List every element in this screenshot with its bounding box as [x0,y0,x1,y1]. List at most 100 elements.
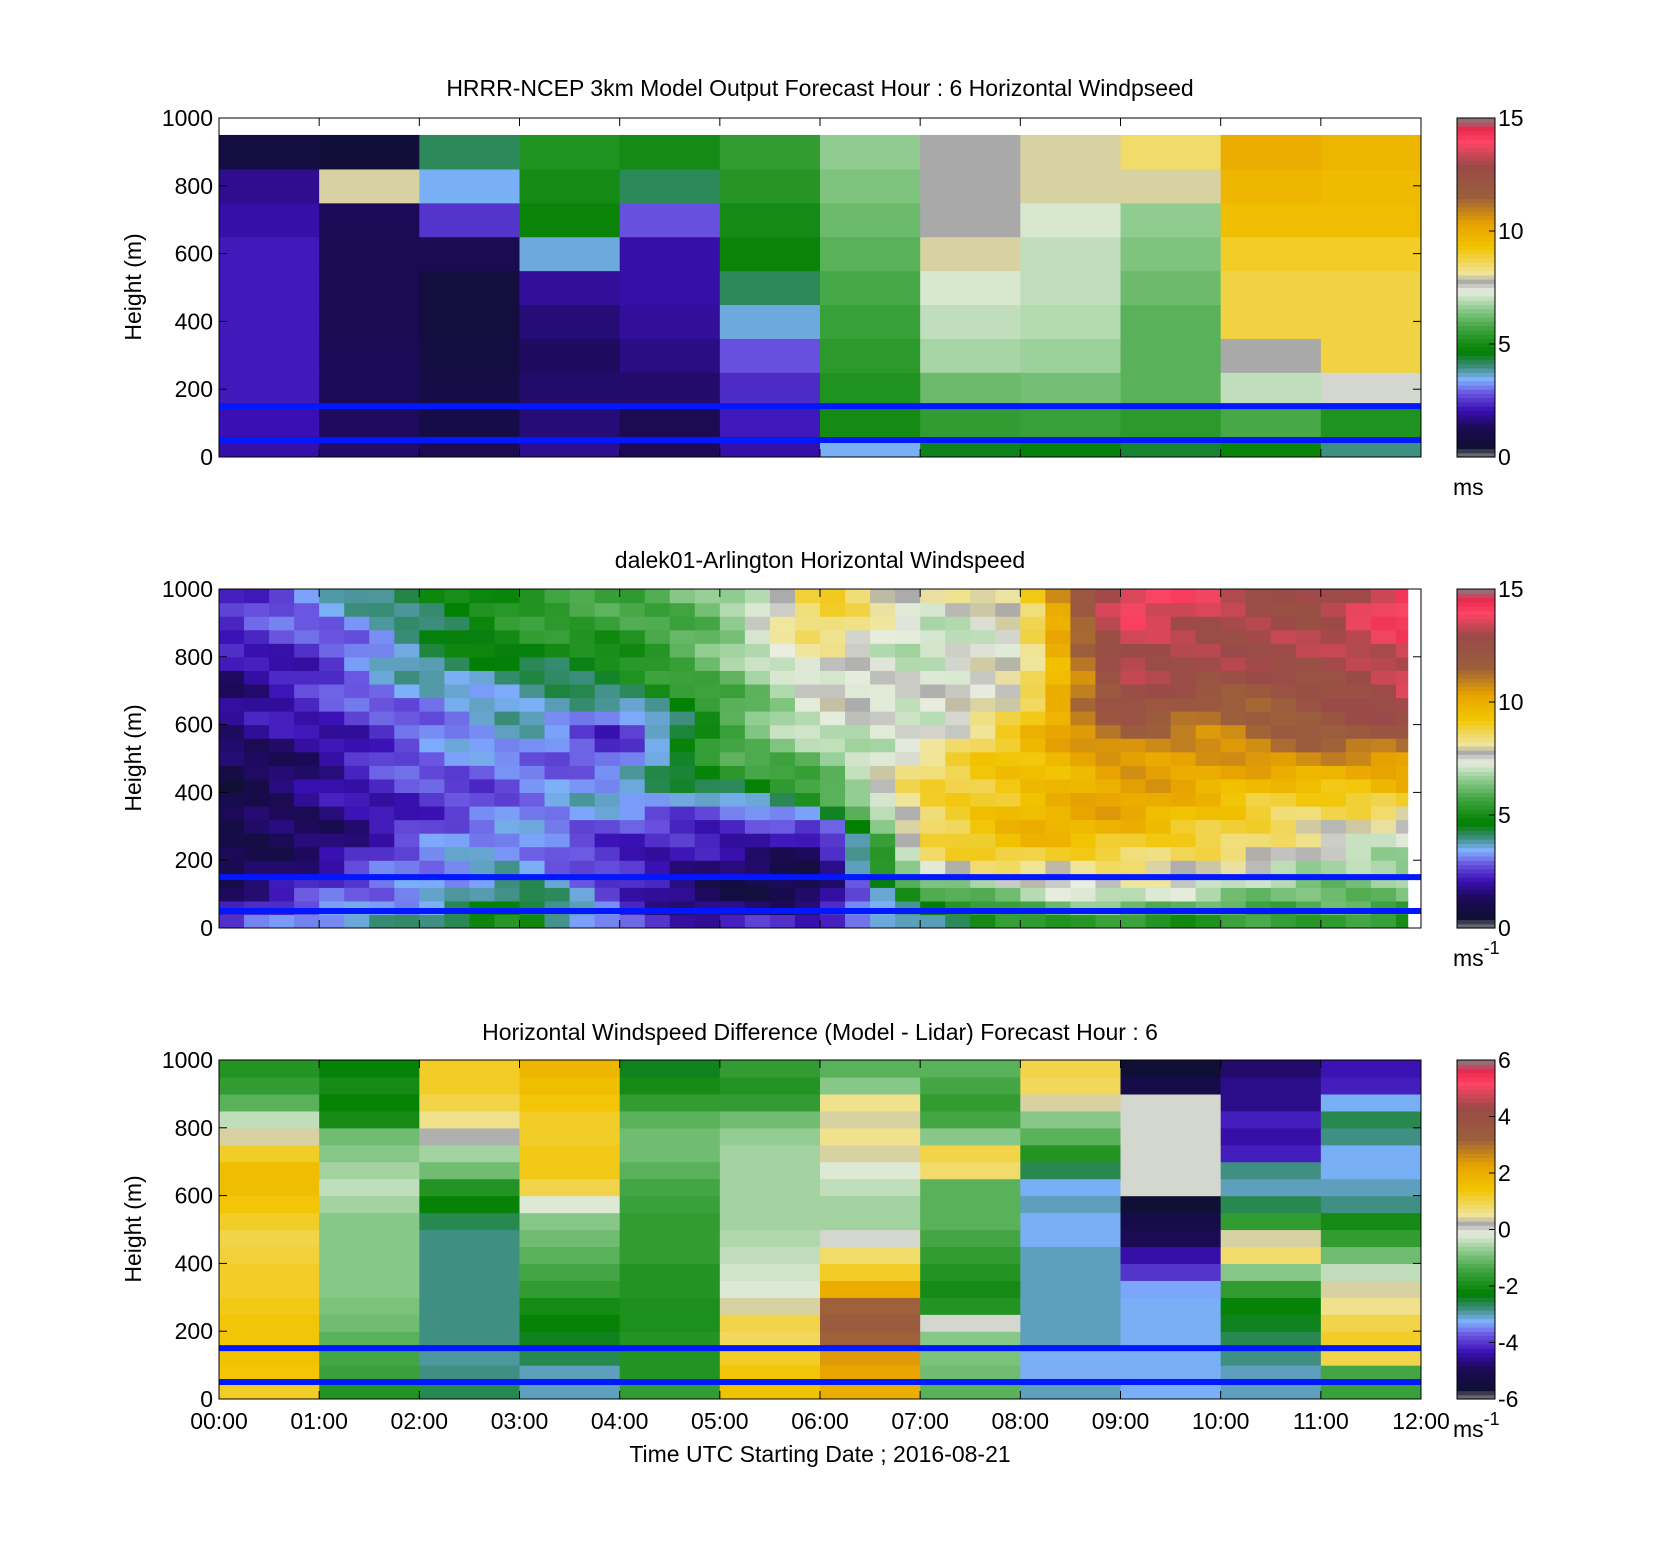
panel-model-reference-lines [219,403,1421,444]
heatmap-cell [319,1229,420,1248]
heatmap-cell [744,887,771,902]
heatmap-cell [419,270,521,306]
heatmap-cell [569,751,596,766]
heatmap-cell [1270,656,1297,671]
heatmap-cell [1220,236,1322,272]
heatmap-cell [820,629,846,644]
heatmap-cell [1170,805,1197,821]
heatmap-cell [920,683,946,699]
heatmap-cell [644,602,671,617]
heatmap-cell [244,724,270,739]
heatmap-cell [1345,643,1372,658]
heatmap-cell [845,683,871,699]
heatmap-cell [1070,778,1097,793]
heatmap-cell [1370,792,1397,807]
heatmap-cell [419,1263,521,1281]
heatmap-cell [744,819,771,834]
heatmap-cell [394,602,420,617]
heatmap-cell [719,1195,821,1214]
colorbar-swatch [1457,627,1495,632]
heatmap-cell [444,914,471,928]
heatmap-cell [970,656,996,671]
heatmap-cell [519,1178,621,1197]
heatmap-cell [870,914,896,928]
heatmap-cell [219,616,245,631]
heatmap-cell [344,602,370,617]
heatmap-cell [1295,683,1322,699]
heatmap-cell [344,670,370,685]
heatmap-cell [269,833,295,848]
heatmap-cell [920,168,1021,204]
heatmap-cell [895,616,921,631]
colorbar-swatch [1457,1288,1495,1294]
heatmap-cell [619,1212,721,1231]
heatmap-cell [1220,1365,1322,1383]
panel-lidar-reference-lines [219,874,1421,915]
heatmap-cell [1320,738,1347,753]
heatmap-cell [419,304,521,339]
heatmap-cell [1095,697,1122,712]
colorbar-swatch [1457,368,1495,373]
heatmap-cell [519,1382,621,1399]
heatmap-cell [744,656,771,671]
heatmap-cell [794,738,821,753]
heatmap-cell [1245,738,1272,753]
heatmap-cell [469,656,496,671]
heatmap-cell [1120,1161,1222,1180]
colorbar-swatch [1457,342,1495,348]
heatmap-cell [1295,751,1322,766]
heatmap-cell [1220,819,1247,834]
heatmap-cell [820,1110,921,1129]
heatmap-cell [719,914,746,928]
heatmap-cell [669,887,696,902]
heatmap-cell [319,846,345,861]
heatmap-cell [694,724,721,739]
heatmap-cell [1120,683,1147,699]
heatmap-cell [319,406,420,441]
heatmap-cell [1245,833,1272,848]
heatmap-cell [669,602,696,617]
panel-model-x-ticks [218,118,1422,457]
heatmap-cell [1120,846,1147,861]
colorbar-swatch [1457,304,1495,310]
heatmap-cell [920,134,1021,170]
heatmap-cell [970,683,996,699]
colorbar-swatch [1457,418,1495,424]
heatmap-cell [569,792,596,807]
heatmap-cell [519,656,546,671]
heatmap-cell [444,602,471,617]
heatmap-cell [494,697,521,712]
heatmap-cell [394,819,420,834]
heatmap-cell [1270,670,1297,685]
heatmap-cell [970,765,996,780]
heatmap-cell [444,819,471,834]
heatmap-cell [419,1195,521,1214]
heatmap-cell [920,656,946,671]
heatmap-cell [1320,751,1347,766]
heatmap-cell [1120,1263,1222,1281]
heatmap-cell [619,602,646,617]
heatmap-cell [694,860,721,875]
heatmap-cell [870,805,896,821]
heatmap-cell [294,656,320,671]
heatmap-cell [1320,616,1347,631]
heatmap-cell [820,1382,921,1399]
heatmap-cell [1295,860,1322,875]
heatmap-cell [1020,406,1122,441]
heatmap-cell [369,765,395,780]
heatmap-cell [1220,1331,1322,1349]
colorbar-swatch [1457,610,1495,616]
heatmap-cell [1170,670,1197,685]
heatmap-cell [519,1110,621,1129]
heatmap-cell [644,751,671,766]
heatmap-cell [319,1127,420,1146]
heatmap-cell [1145,589,1172,604]
colorbar-swatch [1457,644,1495,649]
heatmap-cell [244,819,270,834]
heatmap-cell [319,602,345,617]
heatmap-cell [845,738,871,753]
heatmap-cell [1220,1076,1322,1095]
panel-difference-heatmap [219,1060,1421,1399]
